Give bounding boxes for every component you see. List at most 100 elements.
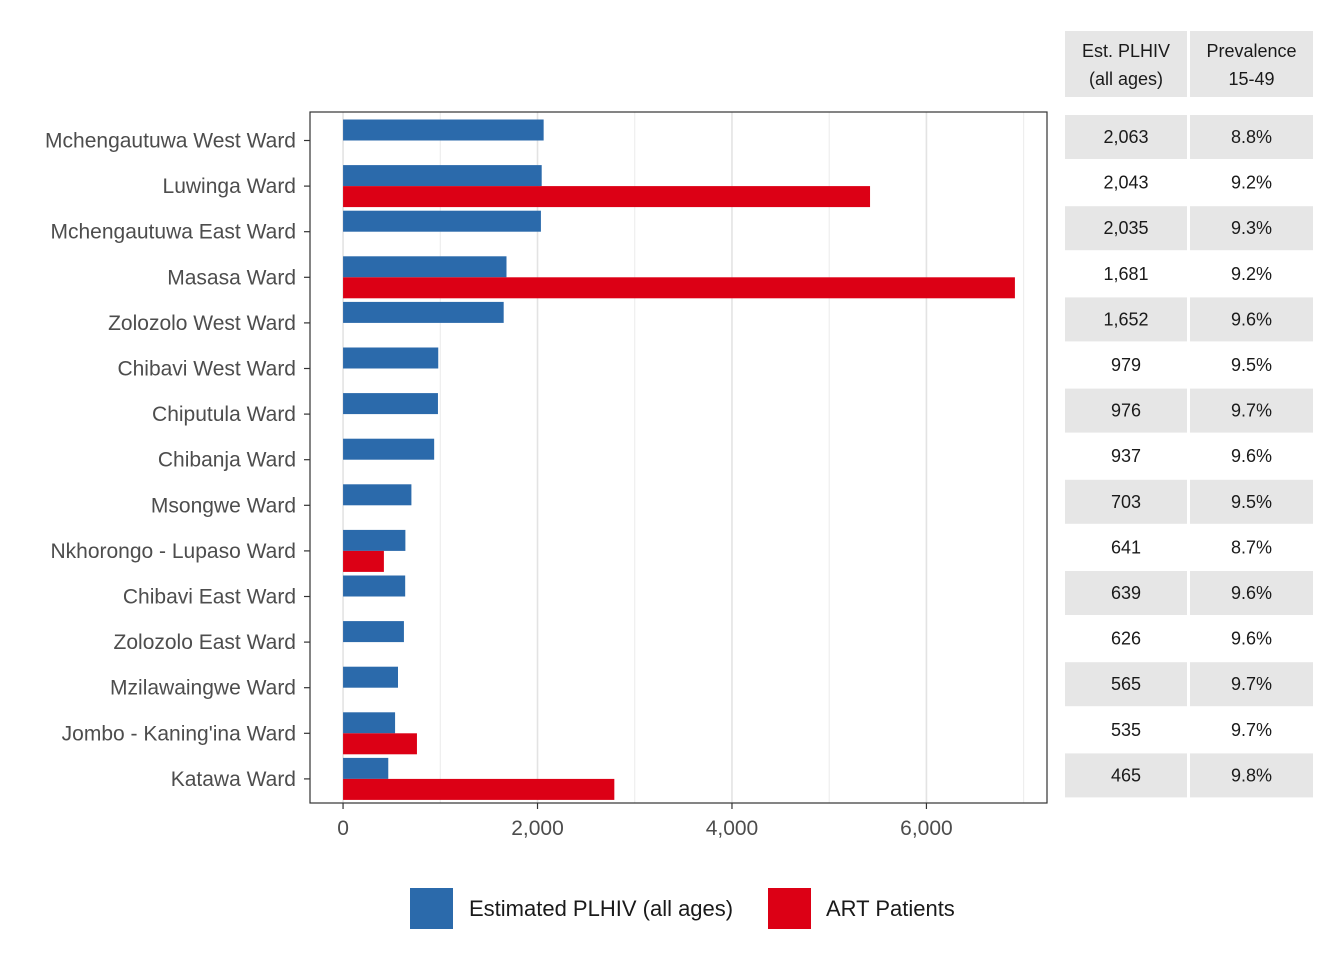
table-cell-prevalence: 9.5% (1231, 492, 1272, 512)
category-label: Katawa Ward (171, 768, 296, 791)
table-cell-shaded (1190, 388, 1313, 433)
bar-plhiv (343, 529, 406, 551)
table-cell-prevalence: 8.7% (1231, 537, 1272, 557)
plot-panel-border (309, 111, 1048, 804)
category-label: Zolozolo West Ward (108, 312, 296, 335)
bar-plhiv (343, 666, 398, 688)
bar-plhiv (343, 347, 439, 369)
legend: Estimated PLHIV (all ages) ART Patients (410, 888, 955, 929)
bar-plhiv (343, 165, 542, 187)
table-cell-shaded (1190, 479, 1313, 524)
bar-art-patients (343, 550, 384, 572)
table-cell-shaded (1065, 479, 1187, 524)
value-tick-label: 6,000 (900, 817, 953, 840)
table-cell-shaded (1065, 388, 1187, 433)
bar-plhiv (343, 712, 396, 734)
table-cell-prevalence: 9.2% (1231, 264, 1272, 284)
bars (343, 119, 1015, 800)
bar-plhiv (343, 301, 504, 323)
table-cell-plhiv: 626 (1111, 629, 1141, 649)
bar-plhiv (343, 438, 435, 460)
table-cell-plhiv: 1,652 (1103, 309, 1148, 329)
legend-swatch (410, 888, 453, 929)
table-cell-prevalence: 9.8% (1231, 765, 1272, 785)
value-tick-label: 2,000 (511, 817, 564, 840)
table-header-text: Est. PLHIV (1082, 41, 1170, 61)
table-header-text: Prevalence (1206, 41, 1296, 61)
table-cell-plhiv: 535 (1111, 720, 1141, 740)
table-header-cell (1190, 31, 1313, 97)
table-header-text: (all ages) (1089, 69, 1163, 89)
bar-plhiv (343, 757, 389, 779)
bar-plhiv (343, 119, 544, 141)
table-cell-prevalence: 8.8% (1231, 127, 1272, 147)
table-cell-plhiv: 565 (1111, 674, 1141, 694)
table-cell-plhiv: 703 (1111, 492, 1141, 512)
table-cell-plhiv: 2,035 (1103, 218, 1148, 238)
table-cell-shaded (1065, 571, 1187, 615)
table-cell-shaded (1065, 115, 1187, 159)
bar-plhiv (343, 621, 404, 643)
value-tick-label: 0 (337, 817, 349, 840)
table-cell-plhiv: 937 (1111, 446, 1141, 466)
bar-art-patients (343, 277, 1015, 299)
legend-swatch (768, 888, 811, 929)
table-cell-prevalence: 9.7% (1231, 401, 1272, 421)
table-cell-plhiv: 639 (1111, 583, 1141, 603)
table-cell-prevalence: 9.2% (1231, 173, 1272, 193)
table-cell-plhiv: 1,681 (1103, 264, 1148, 284)
category-label: Chibanja Ward (158, 449, 296, 472)
category-axis: Mchengautuwa West Ward Luwinga Ward Mcheng… (45, 130, 310, 791)
table-cell-shaded (1065, 206, 1187, 251)
table-cell-shaded (1190, 206, 1313, 251)
table-cell-shaded (1190, 571, 1313, 615)
category-label: Mzilawaingwe Ward (110, 677, 296, 700)
summary-table: Est. PLHIV (all ages) Prevalence 15-49 2,063… (1065, 31, 1313, 798)
bar-art-patients (343, 186, 871, 208)
category-label: Mchengautuwa West Ward (45, 130, 296, 153)
table-cell-shaded (1065, 297, 1187, 342)
category-label: Chiputula Ward (152, 403, 296, 426)
table-cell-prevalence: 9.7% (1231, 674, 1272, 694)
category-label: Masasa Ward (167, 266, 296, 289)
table-cell-plhiv: 641 (1111, 537, 1141, 557)
table-header-cell (1065, 31, 1187, 97)
bar-art-patients (343, 778, 615, 800)
table-cell-shaded (1190, 662, 1313, 707)
table-cell-plhiv: 976 (1111, 401, 1141, 421)
bar-plhiv (343, 256, 507, 278)
category-label: Nkhorongo - Lupaso Ward (50, 540, 296, 563)
table-header-text: 15-49 (1228, 69, 1274, 89)
table-cell-plhiv: 2,043 (1103, 173, 1148, 193)
value-axis: 0 2,000 4,000 6,000 (337, 803, 953, 840)
category-label: Luwinga Ward (163, 175, 296, 198)
table-cell-prevalence: 9.3% (1231, 218, 1272, 238)
bar-plhiv (343, 210, 541, 232)
table-cell-prevalence: 9.6% (1231, 629, 1272, 649)
bar-art-patients (343, 733, 417, 755)
value-tick-label: 4,000 (706, 817, 759, 840)
bar-plhiv (343, 484, 412, 506)
legend-label: ART Patients (826, 896, 955, 921)
legend-label: Estimated PLHIV (all ages) (469, 896, 733, 921)
table-cell-plhiv: 979 (1111, 355, 1141, 375)
table-cell-shaded (1190, 115, 1313, 159)
table-cell-shaded (1065, 662, 1187, 707)
table-cell-plhiv: 465 (1111, 765, 1141, 785)
category-label: Msongwe Ward (151, 494, 296, 517)
category-label: Jombo - Kaning'ina Ward (62, 722, 296, 745)
category-label: Zolozolo East Ward (114, 631, 296, 654)
bar-plhiv (343, 393, 438, 415)
category-label: Chibavi East Ward (123, 586, 296, 609)
category-label: Mchengautuwa East Ward (50, 221, 296, 244)
table-cell-prevalence: 9.6% (1231, 309, 1272, 329)
table-cell-prevalence: 9.7% (1231, 720, 1272, 740)
table-cell-plhiv: 2,063 (1103, 127, 1148, 147)
table-cell-prevalence: 9.5% (1231, 355, 1272, 375)
category-label: Chibavi West Ward (117, 358, 296, 381)
bar-plhiv (343, 575, 406, 597)
table-cell-shaded (1190, 297, 1313, 342)
table-cell-prevalence: 9.6% (1231, 583, 1272, 603)
table-cell-shaded (1190, 753, 1313, 798)
